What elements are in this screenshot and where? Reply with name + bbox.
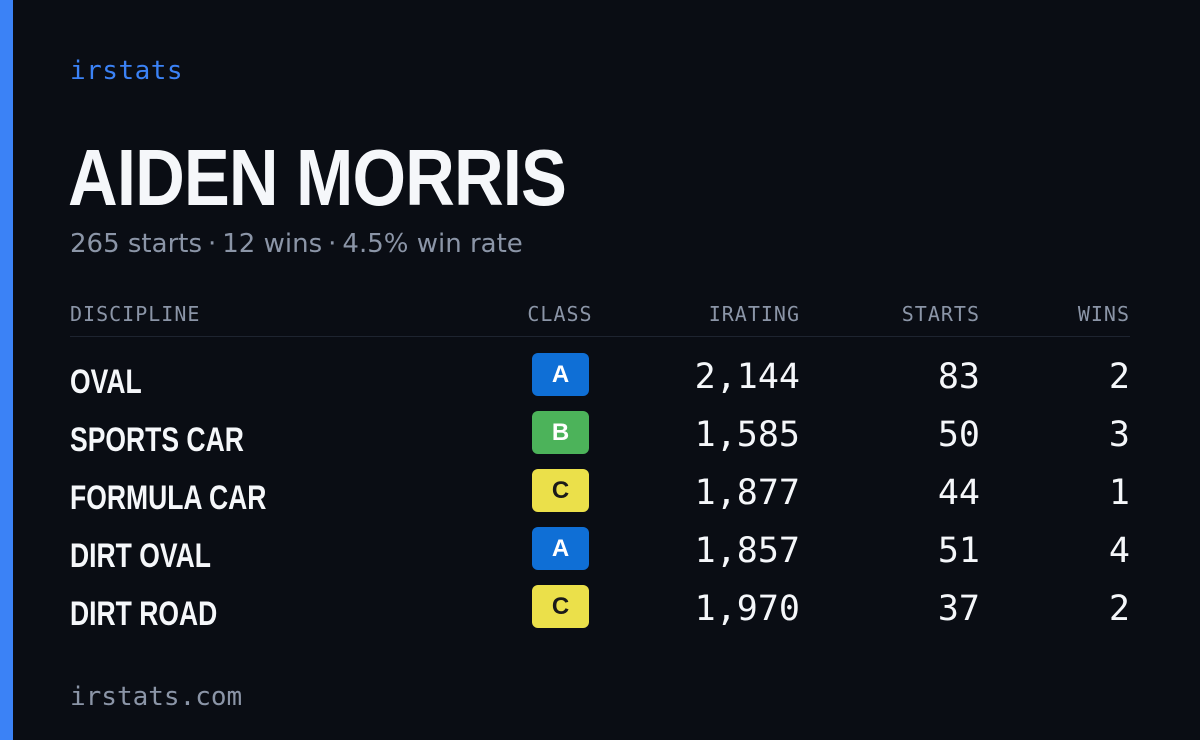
wins-value: 2 [1108, 357, 1130, 397]
class-badge: C [532, 469, 589, 512]
wins-value: 1 [1108, 473, 1130, 513]
table-row: DIRT ROAD C 1,970 37 2 [70, 585, 1130, 643]
starts-value: 37 [937, 589, 980, 629]
starts-value: 44 [937, 473, 980, 513]
header-class: CLASS [527, 302, 593, 326]
brand-logo: irstats [70, 56, 184, 86]
table-row: SPORTS CAR B 1,585 50 3 [70, 411, 1130, 469]
class-badge: C [532, 585, 589, 628]
table-body: OVAL A 2,144 83 2 SPORTS CAR B 1,585 50 … [70, 337, 1130, 643]
wins-value: 2 [1108, 589, 1130, 629]
accent-bar [0, 0, 13, 740]
irating-value: 2,144 [694, 357, 800, 397]
table-row: FORMULA CAR C 1,877 44 1 [70, 469, 1130, 527]
header-starts: STARTS [901, 302, 980, 326]
irating-value: 1,877 [694, 473, 800, 513]
table-row: OVAL A 2,144 83 2 [70, 353, 1130, 411]
discipline-name: OVAL [70, 363, 142, 401]
starts-value: 50 [937, 415, 980, 455]
wins-value: 3 [1108, 415, 1130, 455]
discipline-name: DIRT OVAL [70, 537, 211, 575]
discipline-name: SPORTS CAR [70, 421, 244, 459]
wins-value: 4 [1108, 531, 1130, 571]
discipline-name: DIRT ROAD [70, 595, 218, 633]
starts-summary: 265 starts [70, 229, 202, 259]
class-badge: A [532, 527, 589, 570]
header-irating: IRATING [708, 302, 800, 326]
header-discipline: DISCIPLINE [70, 302, 201, 326]
discipline-table: DISCIPLINE CLASS IRATING STARTS WINS OVA… [70, 300, 1130, 643]
wins-summary: 12 wins [222, 229, 323, 259]
discipline-name: FORMULA CAR [70, 479, 267, 517]
table-row: DIRT OVAL A 1,857 51 4 [70, 527, 1130, 585]
irating-value: 1,585 [694, 415, 800, 455]
table-header: DISCIPLINE CLASS IRATING STARTS WINS [70, 300, 1130, 337]
driver-summary: 265 starts · 12 wins · 4.5% win rate [70, 229, 523, 259]
driver-name: AIDEN MORRIS [68, 133, 567, 222]
separator: · [208, 229, 217, 259]
footer-url: irstats.com [70, 682, 243, 712]
separator: · [328, 229, 337, 259]
irating-value: 1,970 [694, 589, 800, 629]
class-badge: B [532, 411, 589, 454]
win-rate-summary: 4.5% win rate [342, 229, 523, 259]
starts-value: 83 [937, 357, 980, 397]
header-wins: WINS [1077, 302, 1130, 326]
class-badge: A [532, 353, 589, 396]
irating-value: 1,857 [694, 531, 800, 571]
starts-value: 51 [937, 531, 980, 571]
